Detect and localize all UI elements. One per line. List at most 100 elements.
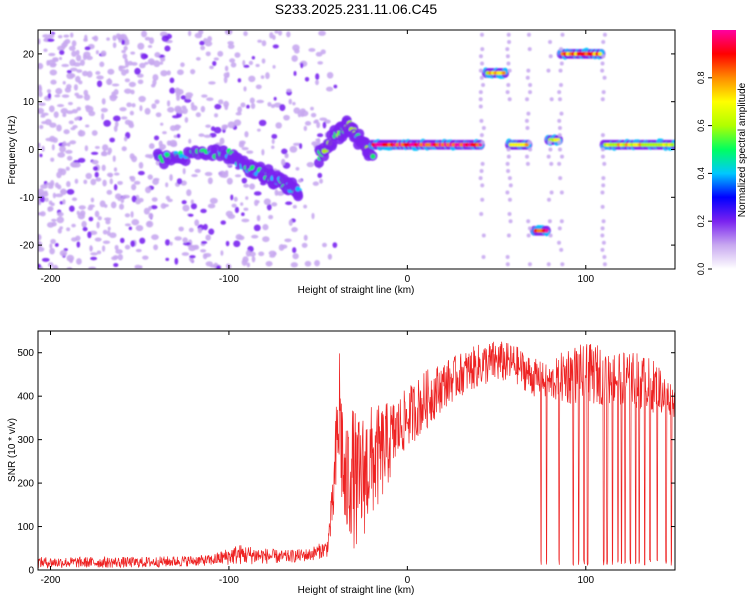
spectrogram-cell [57,35,63,39]
spectrogram-cell [113,262,119,268]
spectrogram-cell [525,125,530,130]
spectrogram-cell [152,79,157,86]
spectrogram-cell [560,262,565,267]
spectrogram-cell [319,117,328,121]
spectrogram-cell [119,237,125,244]
spectrogram-cell [601,54,606,59]
spectrogram-cell [144,107,151,115]
spectrogram-cell [295,166,300,171]
spectrogram-cell [51,144,55,151]
spectrogram-cell [251,56,256,60]
spectrogram-cell [151,234,159,241]
spectrogram-cell [600,247,605,252]
spectrogram-cell [111,256,118,261]
spectrogram-cell [201,240,208,245]
spectrogram-cell [233,240,241,248]
spectrogram-cell [121,116,128,120]
spectrogram-cell [66,69,72,74]
spectrogram-cell [65,166,70,171]
spectrogram-cell [304,76,310,82]
spectrogram-cell [94,171,99,178]
spectrogram-cell [42,34,50,38]
spectrogram-cell [111,83,120,87]
spectrogram-cell [281,244,288,249]
spectrogram-cell [310,112,317,118]
colorbar-tick-label: 0.6 [696,119,706,132]
spectrogram-cell [297,178,303,183]
spectrogram-cell [46,89,51,94]
spectrogram-cell [95,70,101,75]
spectrogram-cell [62,199,66,205]
spectrogram-cell [114,193,122,200]
spectrogram-cell [75,235,81,241]
spectrogram-cell [60,189,68,194]
spectrogram-cell [178,226,184,232]
spectrogram-cell [219,137,225,145]
spectrogram-cell [224,104,229,111]
spectrogram-cell [480,140,485,145]
spectrogram-cell [90,256,98,261]
spectrogram-cell [64,87,72,93]
spectrogram-cell [181,252,190,256]
spectrogram-cell [41,112,49,116]
spectrogram-cell [478,54,483,59]
spectrogram-cell [265,261,273,267]
spectrogram-cell [58,56,63,61]
spectrogram-cell [124,58,128,63]
spectrogram-cell [130,240,136,248]
spectrogram-cell [308,48,316,52]
spectrogram-cell [557,140,562,145]
spectrogram-cell [198,133,205,137]
spectrogram-cell [548,233,553,238]
spectrogram-cell [235,233,243,240]
spectrogram-cell [525,97,530,102]
colorbar-tick-label: 0.2 [696,215,706,228]
spectrogram-cell [480,197,485,202]
spectrogram-cell [549,97,554,102]
spectrogram-cell [105,219,111,225]
spectrogram-cell [145,154,151,158]
spectrogram-cell [133,180,141,185]
spectrogram-cell [184,117,189,123]
spectrogram-cell [548,54,553,59]
spectrogram-cell [85,172,92,180]
spectrogram-cell [272,65,276,69]
spectrogram-cell [602,32,607,37]
spectrogram-cell [480,47,485,52]
spectrogram-cell [47,207,53,212]
spectrogram-cell [221,124,228,130]
spectrogram-cell [246,104,250,109]
spectrogram-cell [245,196,249,200]
y-tick-label: 20 [23,49,35,60]
spectrogram-cell [96,75,104,80]
spectrogram-cell [147,44,153,48]
spectrogram-cell [106,172,114,177]
spectrogram-cell [131,61,138,66]
spectrogram-cell [135,224,144,232]
spectrogram-cell [314,259,320,267]
spectrogram-cell [326,71,334,79]
spectrogram-cell [102,179,107,187]
spectrogram-cell [94,237,102,242]
spectrogram-cell [311,141,319,146]
spectrogram-cell [89,245,93,252]
spectrogram-cell [526,32,531,37]
spectrogram-cell [102,150,106,156]
spectrogram-cell [479,32,484,37]
spectrogram-cell [147,174,153,180]
spectrogram-cell [59,145,66,153]
spectrogram-cell [241,146,249,151]
spectrogram-cell [213,126,222,134]
spectrogram-cell [303,234,308,241]
spectrogram-cell [66,72,75,80]
spectrogram-cell [205,261,213,267]
spectrogram-cell [144,36,151,41]
spectrogram-cell [286,31,291,38]
spectrogram-cell [478,104,483,109]
spectrogram-cell [505,47,510,52]
spectrogram-cell [55,87,63,95]
spectrogram-cell [292,204,297,209]
spectrogram-cell [271,133,278,139]
spectrogram-cell [600,204,605,209]
spectrogram-cell [528,82,533,87]
